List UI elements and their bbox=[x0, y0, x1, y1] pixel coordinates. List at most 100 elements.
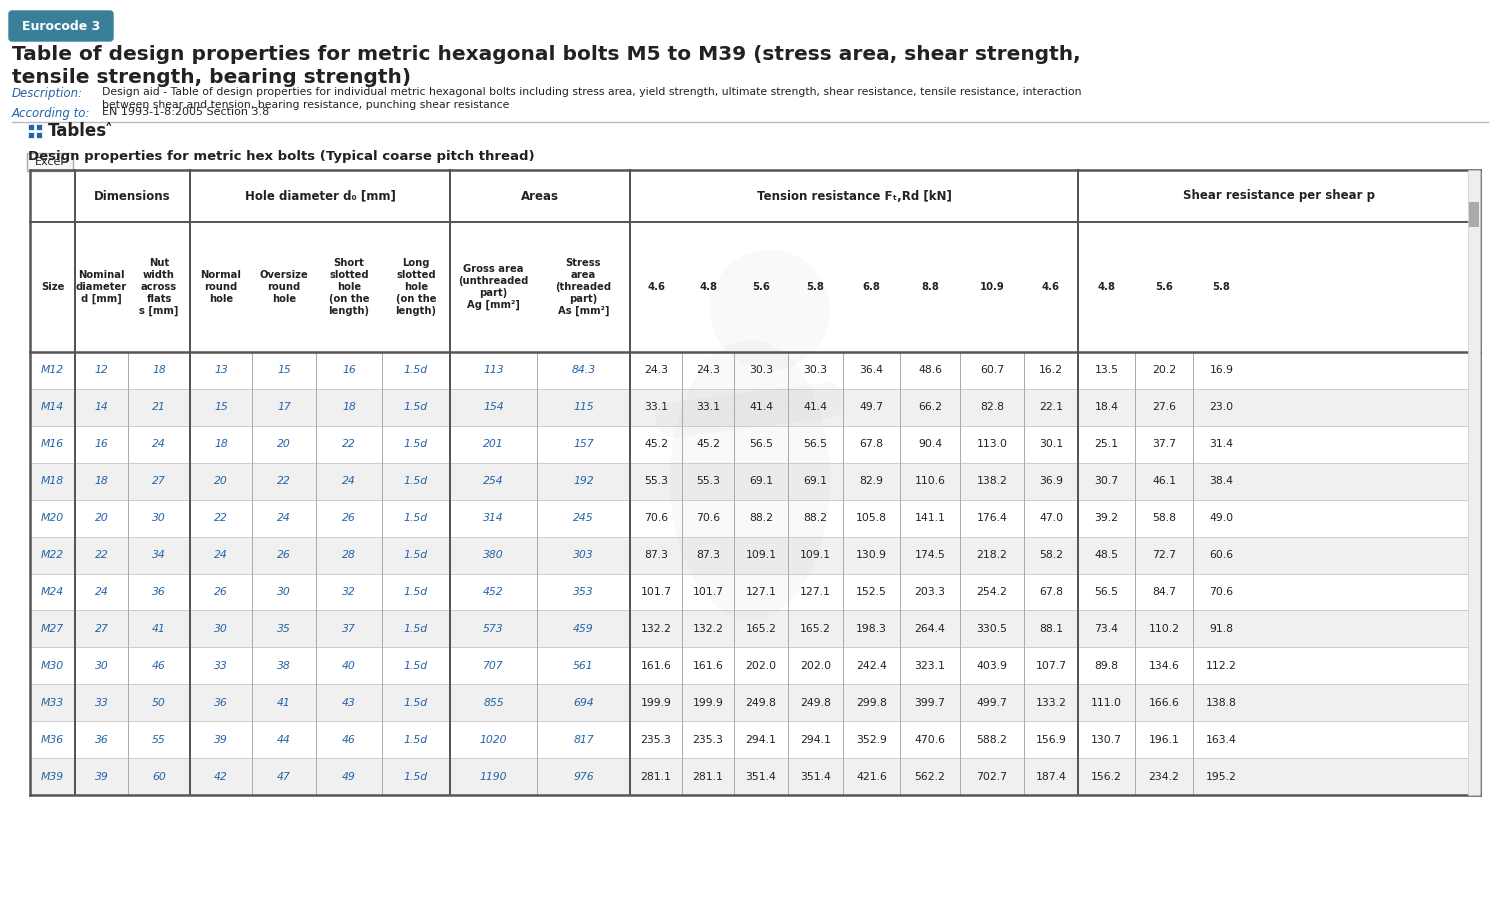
FancyBboxPatch shape bbox=[9, 11, 112, 41]
Text: 154: 154 bbox=[483, 402, 504, 412]
Text: 17: 17 bbox=[278, 402, 291, 412]
Text: 5.8: 5.8 bbox=[807, 282, 825, 292]
Text: M20: M20 bbox=[40, 513, 64, 523]
Text: 41: 41 bbox=[278, 698, 291, 707]
Text: 87.3: 87.3 bbox=[696, 550, 720, 560]
Text: 60.6: 60.6 bbox=[1209, 550, 1233, 560]
Text: 55.3: 55.3 bbox=[696, 476, 720, 486]
Text: 1.5d: 1.5d bbox=[404, 365, 427, 375]
Text: 15: 15 bbox=[214, 402, 228, 412]
Text: 470.6: 470.6 bbox=[915, 734, 945, 744]
Text: 20: 20 bbox=[278, 439, 291, 449]
Text: 20: 20 bbox=[214, 476, 228, 486]
Text: 49: 49 bbox=[342, 771, 355, 781]
Text: 234.2: 234.2 bbox=[1149, 771, 1179, 781]
Text: 588.2: 588.2 bbox=[976, 734, 1008, 744]
Text: 41.4: 41.4 bbox=[748, 402, 772, 412]
Text: 5.6: 5.6 bbox=[1155, 282, 1173, 292]
Text: 174.5: 174.5 bbox=[915, 550, 945, 560]
FancyBboxPatch shape bbox=[27, 153, 74, 171]
Text: 141.1: 141.1 bbox=[915, 513, 945, 523]
Text: 156.9: 156.9 bbox=[1035, 734, 1066, 744]
Text: 198.3: 198.3 bbox=[856, 624, 886, 634]
Text: 352.9: 352.9 bbox=[856, 734, 886, 744]
Text: 82.9: 82.9 bbox=[859, 476, 883, 486]
Text: 157: 157 bbox=[573, 439, 594, 449]
Text: M22: M22 bbox=[40, 550, 64, 560]
Text: 165.2: 165.2 bbox=[746, 624, 777, 634]
Text: 203.3: 203.3 bbox=[915, 587, 945, 597]
Text: 36.4: 36.4 bbox=[859, 365, 883, 375]
Text: 37.7: 37.7 bbox=[1152, 439, 1176, 449]
Text: 26: 26 bbox=[342, 513, 355, 523]
Text: 4.6: 4.6 bbox=[1042, 282, 1060, 292]
Text: 127.1: 127.1 bbox=[800, 587, 831, 597]
Text: 199.9: 199.9 bbox=[693, 698, 723, 707]
Text: 55: 55 bbox=[152, 734, 166, 744]
Text: 24: 24 bbox=[278, 513, 291, 523]
Text: Tables: Tables bbox=[48, 122, 106, 140]
Text: 199.9: 199.9 bbox=[640, 698, 672, 707]
Text: 26: 26 bbox=[278, 550, 291, 560]
Text: 25.1: 25.1 bbox=[1095, 439, 1119, 449]
Text: Normal
round
hole: Normal round hole bbox=[201, 270, 242, 304]
Text: 38.4: 38.4 bbox=[1209, 476, 1233, 486]
Text: 33: 33 bbox=[214, 661, 228, 670]
Text: Nut
width
across
flats
s [mm]: Nut width across flats s [mm] bbox=[140, 258, 178, 316]
Text: 36.9: 36.9 bbox=[1040, 476, 1064, 486]
Text: M18: M18 bbox=[40, 476, 64, 486]
Text: 48.6: 48.6 bbox=[918, 365, 942, 375]
Text: M27: M27 bbox=[40, 624, 64, 634]
Text: 353: 353 bbox=[573, 587, 594, 597]
Text: 111.0: 111.0 bbox=[1090, 698, 1122, 707]
Text: 30: 30 bbox=[214, 624, 228, 634]
Text: 399.7: 399.7 bbox=[915, 698, 945, 707]
Text: EN 1993-1-8:2005 Section 3.8: EN 1993-1-8:2005 Section 3.8 bbox=[102, 107, 270, 117]
Text: Design properties for metric hex bolts (Typical coarse pitch thread): Design properties for metric hex bolts (… bbox=[28, 150, 534, 163]
Text: M33: M33 bbox=[40, 698, 64, 707]
Text: 36: 36 bbox=[214, 698, 228, 707]
Text: 55.3: 55.3 bbox=[644, 476, 668, 486]
Text: 8.8: 8.8 bbox=[921, 282, 939, 292]
Text: 132.2: 132.2 bbox=[640, 624, 672, 634]
Text: 1.5d: 1.5d bbox=[404, 661, 427, 670]
Text: 1.5d: 1.5d bbox=[404, 513, 427, 523]
Text: 5.6: 5.6 bbox=[752, 282, 770, 292]
Text: 294.1: 294.1 bbox=[800, 734, 831, 744]
Text: 20: 20 bbox=[94, 513, 108, 523]
Text: 37: 37 bbox=[342, 624, 355, 634]
Text: 27: 27 bbox=[152, 476, 166, 486]
Text: 254: 254 bbox=[483, 476, 504, 486]
Text: 109.1: 109.1 bbox=[746, 550, 777, 560]
Text: 41.4: 41.4 bbox=[804, 402, 828, 412]
Text: Description:: Description: bbox=[12, 87, 82, 100]
Text: 1.5d: 1.5d bbox=[404, 624, 427, 634]
Text: Stress
area
(threaded
part)
As [mm²]: Stress area (threaded part) As [mm²] bbox=[555, 258, 612, 316]
Text: 156.2: 156.2 bbox=[1090, 771, 1122, 781]
Text: 18.4: 18.4 bbox=[1095, 402, 1119, 412]
Text: M14: M14 bbox=[40, 402, 64, 412]
Text: 499.7: 499.7 bbox=[976, 698, 1008, 707]
Text: 87.3: 87.3 bbox=[644, 550, 668, 560]
Text: 73.4: 73.4 bbox=[1095, 624, 1119, 634]
Text: 452: 452 bbox=[483, 587, 504, 597]
Bar bbox=[30, 610, 1480, 647]
Text: 16: 16 bbox=[94, 439, 108, 449]
Text: 22.1: 22.1 bbox=[1040, 402, 1064, 412]
Text: 561: 561 bbox=[573, 661, 594, 670]
Text: 22: 22 bbox=[278, 476, 291, 486]
Text: 13: 13 bbox=[214, 365, 228, 375]
Text: 314: 314 bbox=[483, 513, 504, 523]
Text: 1190: 1190 bbox=[480, 771, 507, 781]
Text: 67.8: 67.8 bbox=[1040, 587, 1064, 597]
Text: 101.7: 101.7 bbox=[640, 587, 672, 597]
Bar bbox=[30, 352, 1480, 389]
Text: 13.5: 13.5 bbox=[1095, 365, 1119, 375]
Text: 31.4: 31.4 bbox=[1209, 439, 1233, 449]
Text: 24: 24 bbox=[342, 476, 355, 486]
Text: 28: 28 bbox=[342, 550, 355, 560]
Bar bbox=[28, 132, 34, 138]
Text: 24: 24 bbox=[152, 439, 166, 449]
Text: 91.8: 91.8 bbox=[1209, 624, 1233, 634]
Text: 817: 817 bbox=[573, 734, 594, 744]
